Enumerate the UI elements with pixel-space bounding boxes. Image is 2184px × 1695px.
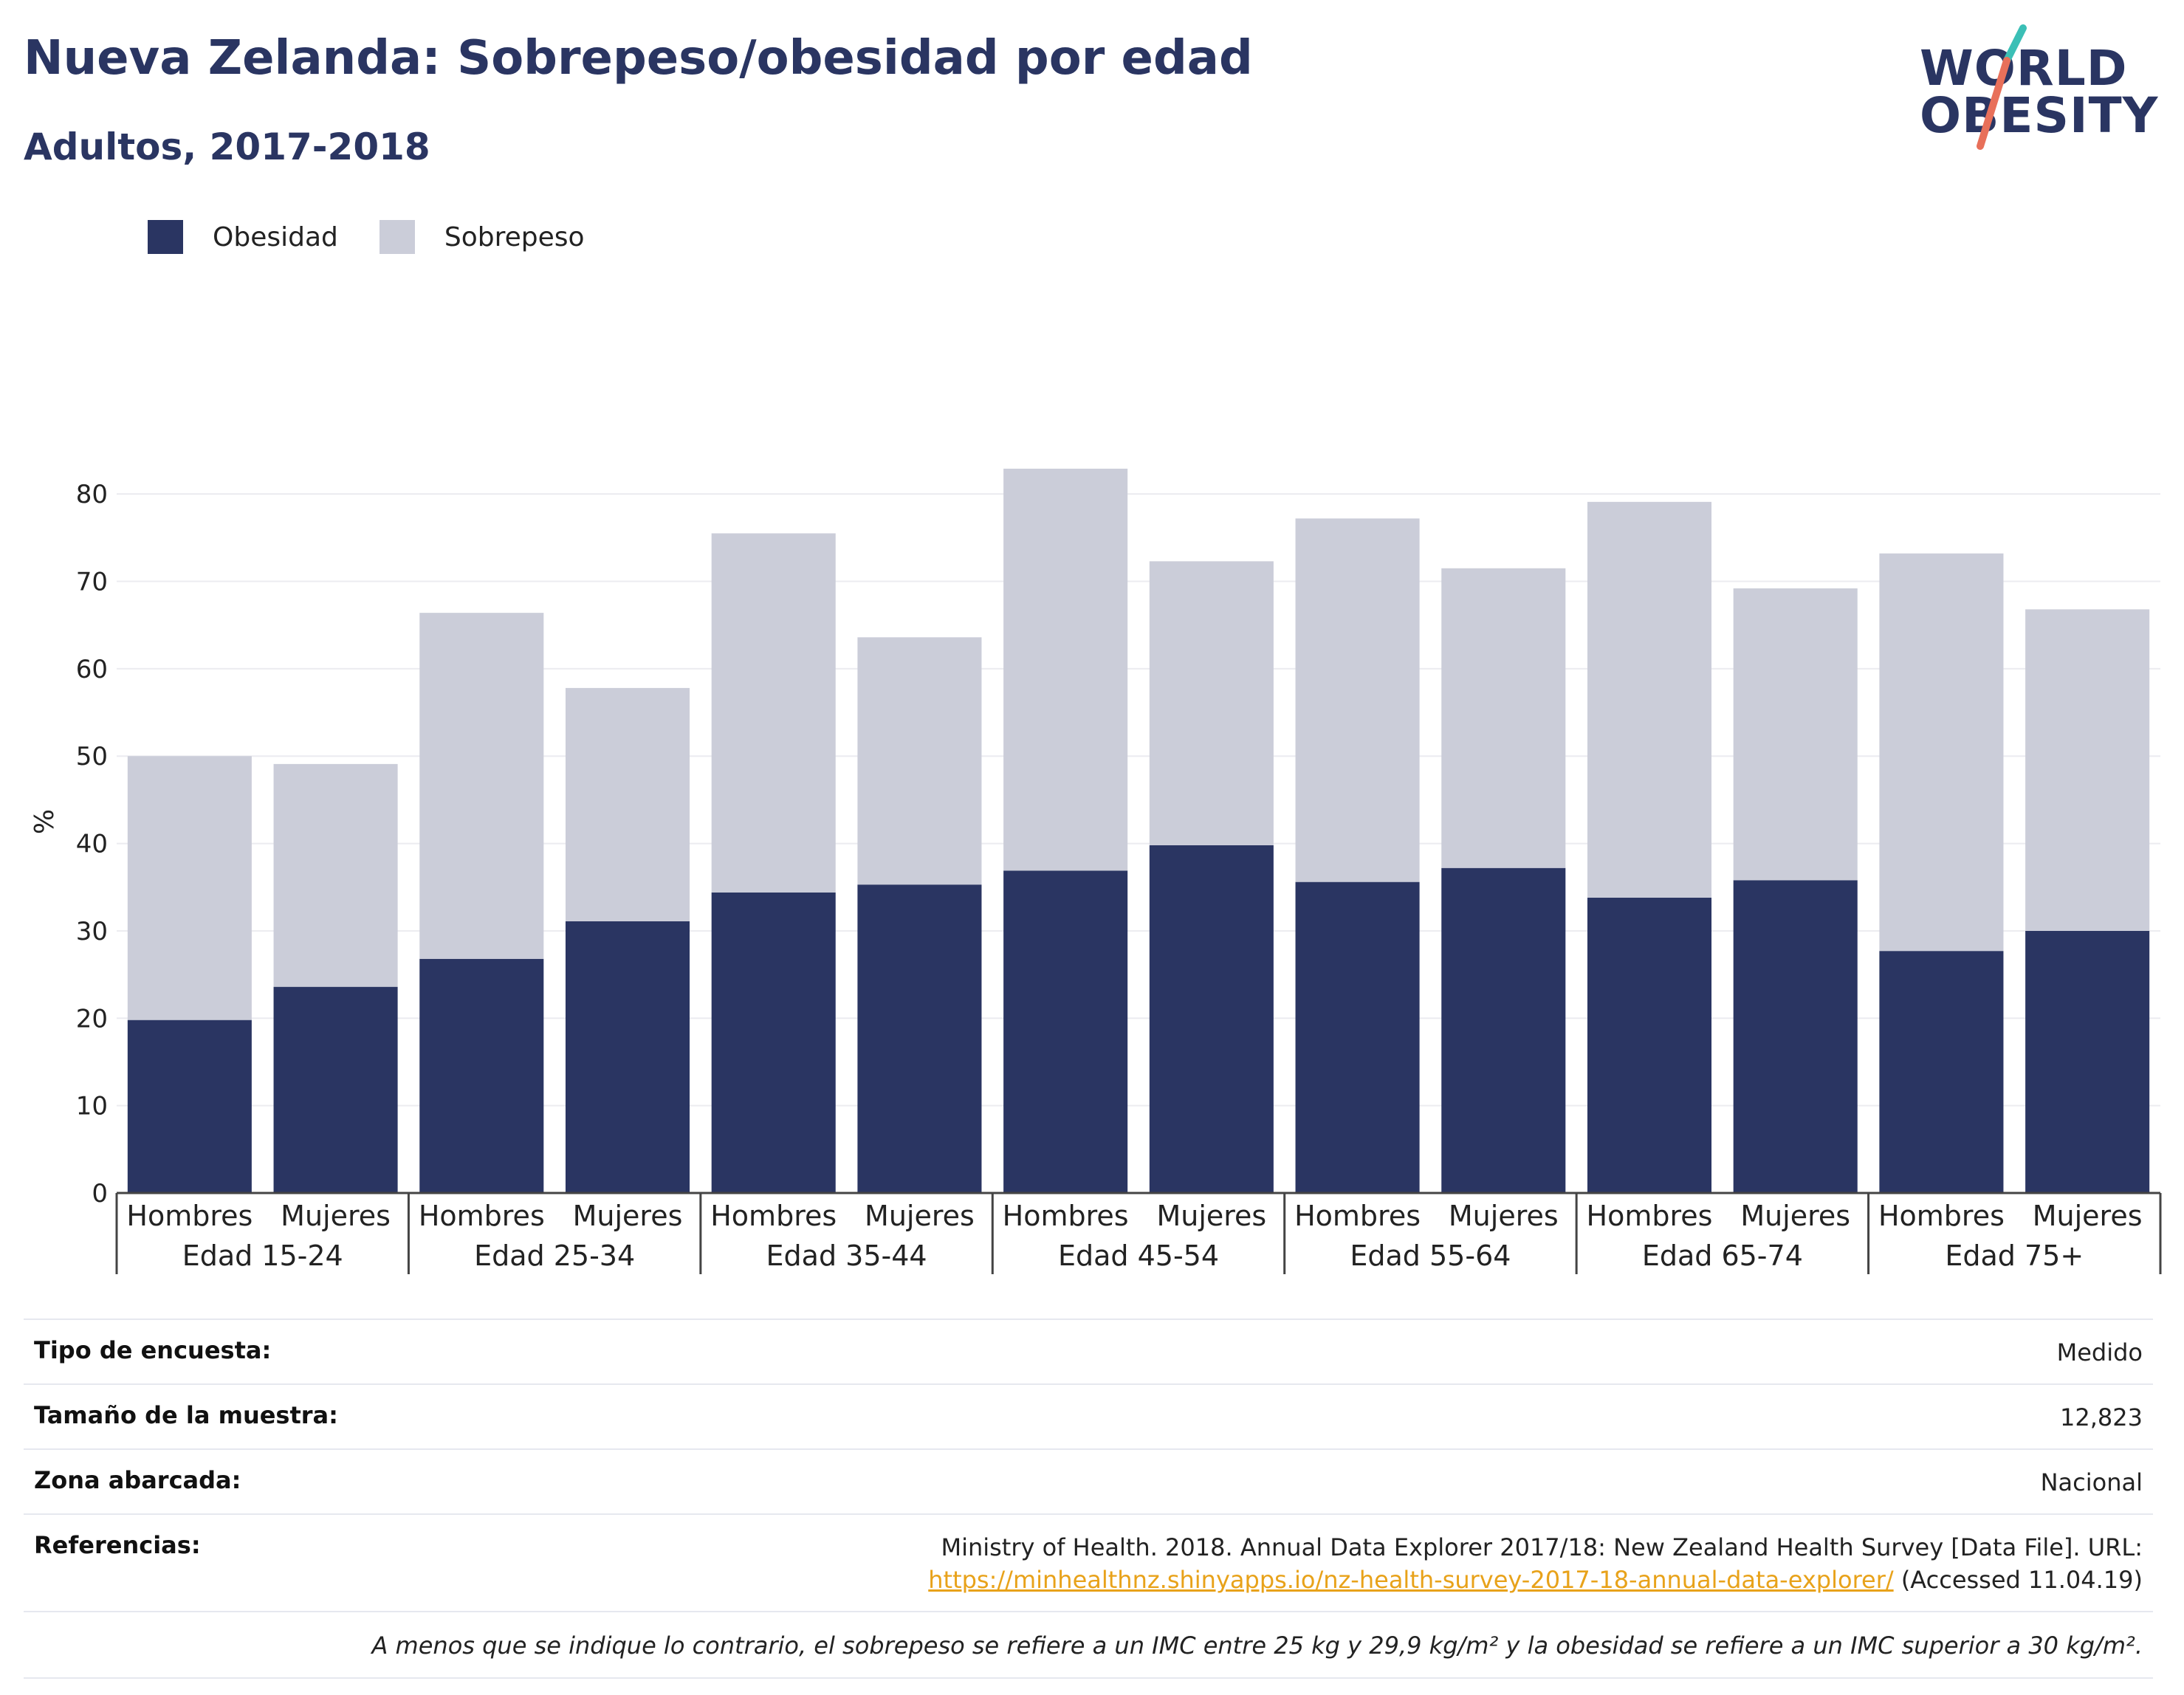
x-tick-label: Mujeres	[573, 1200, 683, 1232]
bar-sobrepeso	[1587, 501, 1712, 898]
survey-type-value: Medido	[2056, 1338, 2143, 1366]
x-tick-label: Mujeres	[2033, 1200, 2143, 1232]
bar-obesidad	[1587, 897, 1712, 1193]
chart-subtitle: Adultos, 2017-2018	[24, 126, 430, 168]
logo-text-world: WORLD	[1920, 40, 2128, 97]
y-tick-label: 10	[76, 1092, 108, 1121]
references-value: Ministry of Health. 2018. Annual Data Ex…	[34, 1531, 2143, 1596]
bar-obesidad	[1149, 845, 1274, 1193]
bar-obesidad	[1295, 881, 1420, 1193]
bar-obesidad	[1441, 867, 1566, 1193]
legend-swatch-obesidad	[148, 220, 183, 254]
references-link[interactable]: https://minhealthnz.shinyapps.io/nz-heal…	[928, 1566, 1894, 1594]
bar-sobrepeso	[419, 613, 544, 959]
bar-sobrepeso	[1879, 553, 2004, 952]
group-label: Edad 25-34	[474, 1240, 635, 1272]
info-row-area: Zona abarcada: Nacional	[24, 1448, 2153, 1513]
legend-item-obesidad: Obesidad	[148, 220, 338, 254]
logo-slash-icon	[1977, 24, 2027, 150]
bar-sobrepeso	[857, 637, 982, 885]
legend-swatch-sobrepeso	[379, 220, 415, 254]
bar-obesidad	[1733, 880, 1858, 1193]
bar-sobrepeso	[565, 687, 690, 921]
group-label: Edad 15-24	[182, 1240, 343, 1272]
bar-obesidad	[273, 986, 398, 1193]
y-tick-label: 80	[76, 480, 108, 509]
x-tick-label: Mujeres	[865, 1200, 975, 1232]
references-accessed: (Accessed 11.04.19)	[1893, 1566, 2143, 1594]
legend-label-sobrepeso: Sobrepeso	[444, 221, 585, 252]
legend-item-sobrepeso: Sobrepeso	[379, 220, 585, 254]
y-tick-label: 20	[76, 1004, 108, 1034]
bar-sobrepeso	[2025, 609, 2150, 931]
references-text: Ministry of Health. 2018. Annual Data Ex…	[941, 1533, 2143, 1561]
y-tick-label: 30	[76, 917, 108, 946]
legend-label-obesidad: Obesidad	[213, 221, 338, 252]
group-label: Edad 35-44	[766, 1240, 927, 1272]
references-link-line: https://minhealthnz.shinyapps.io/nz-heal…	[34, 1564, 2143, 1596]
references-label: Referencias:	[34, 1531, 201, 1559]
y-tick-label: 60	[76, 655, 108, 684]
bar-sobrepeso	[1441, 568, 1566, 868]
bar-obesidad	[127, 1020, 252, 1193]
group-label: Edad 65-74	[1642, 1240, 1803, 1272]
area-label: Zona abarcada:	[34, 1466, 241, 1494]
y-tick-label: 0	[92, 1179, 108, 1208]
x-tick-label: Mujeres	[281, 1200, 391, 1232]
x-tick-label: Hombres	[1587, 1200, 1713, 1232]
bar-obesidad	[2025, 930, 2150, 1193]
bar-obesidad	[857, 884, 982, 1193]
chart-legend: Obesidad Sobrepeso	[148, 220, 626, 254]
x-tick-label: Hombres	[1294, 1200, 1421, 1232]
info-row-survey-type: Tipo de encuesta: Medido	[24, 1318, 2153, 1383]
bar-sobrepeso	[1149, 561, 1274, 845]
y-tick-label: 70	[76, 568, 108, 597]
x-tick-label: Hombres	[1878, 1200, 2005, 1232]
group-label: Edad 45-54	[1058, 1240, 1219, 1272]
bar-obesidad	[1879, 951, 2004, 1193]
sample-size-label: Tamaño de la muestra:	[34, 1401, 338, 1429]
bar-sobrepeso	[1003, 468, 1128, 871]
chart-title: Nueva Zelanda: Sobrepeso/obesidad por ed…	[24, 31, 1253, 86]
x-tick-label: Hombres	[126, 1200, 253, 1232]
info-row-sample-size: Tamaño de la muestra: 12,823	[24, 1383, 2153, 1448]
bar-obesidad	[1003, 870, 1128, 1193]
x-tick-label: Hombres	[1003, 1200, 1129, 1232]
bar-sobrepeso	[711, 533, 836, 893]
bar-sobrepeso	[127, 756, 252, 1020]
x-tick-label: Hombres	[419, 1200, 545, 1232]
sample-size-value: 12,823	[2060, 1403, 2143, 1431]
group-label: Edad 55-64	[1350, 1240, 1511, 1272]
bar-obesidad	[565, 921, 690, 1193]
area-value: Nacional	[2040, 1468, 2143, 1496]
y-tick-label: 50	[76, 742, 108, 771]
footnote: A menos que se indique lo contrario, el …	[24, 1611, 2153, 1679]
y-tick-label: 40	[76, 830, 108, 859]
logo-text-obesity: OBESITY	[1920, 87, 2159, 144]
group-label: Edad 75+	[1945, 1240, 2084, 1272]
y-axis-label: %	[30, 809, 60, 834]
bar-chart: 0 10 20 30 40 50 60 70 80% Hombres Mujeres Hombres M…	[30, 468, 2162, 1274]
info-table: Tipo de encuesta: Medido Tamaño de la mu…	[24, 1318, 2153, 1679]
world-obesity-logo: WORLD OBESITY	[1920, 22, 2171, 162]
x-tick-label: Mujeres	[1740, 1200, 1850, 1232]
bar-sobrepeso	[1295, 518, 1420, 882]
survey-type-label: Tipo de encuesta:	[34, 1336, 272, 1364]
x-tick-label: Mujeres	[1449, 1200, 1559, 1232]
info-row-references: Referencias: Ministry of Health. 2018. A…	[24, 1513, 2153, 1611]
x-tick-label: Hombres	[710, 1200, 837, 1232]
bar-obesidad	[419, 958, 544, 1193]
x-tick-label: Mujeres	[1156, 1200, 1266, 1232]
bar-sobrepeso	[273, 763, 398, 987]
bar-obesidad	[711, 892, 836, 1193]
bar-sobrepeso	[1733, 588, 1858, 881]
